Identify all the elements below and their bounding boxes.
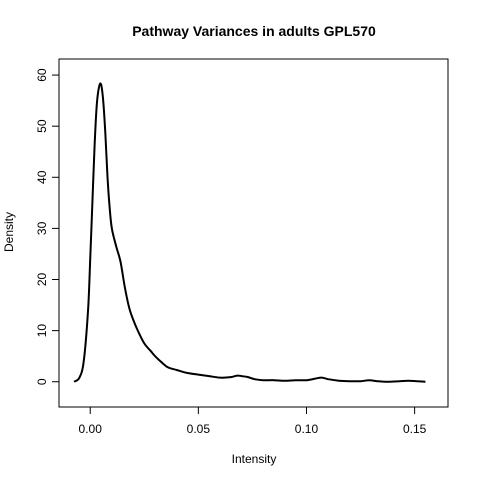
y-tick-label: 10 — [35, 324, 49, 338]
x-tick-label: 0.10 — [295, 422, 319, 436]
y-tick-label: 50 — [35, 119, 49, 133]
x-tick-label: 0.00 — [79, 422, 103, 436]
x-tick-label: 0.15 — [403, 422, 427, 436]
y-tick-label: 40 — [35, 170, 49, 184]
y-axis-label: Density — [2, 212, 16, 252]
y-tick-label: 30 — [35, 221, 49, 235]
x-tick-label: 0.05 — [187, 422, 211, 436]
y-axis: 0 10 20 30 40 50 60 — [35, 68, 59, 385]
plot-frame — [58, 58, 449, 408]
x-axis-label: Intensity — [232, 452, 277, 466]
density-curve — [73, 82, 426, 383]
x-axis: 0.00 0.05 0.10 0.15 — [79, 407, 427, 436]
y-tick-label: 20 — [35, 273, 49, 287]
chart-title: Pathway Variances in adults GPL570 — [132, 23, 376, 39]
y-tick-label: 0 — [35, 378, 49, 385]
y-tick-label: 60 — [35, 68, 49, 82]
